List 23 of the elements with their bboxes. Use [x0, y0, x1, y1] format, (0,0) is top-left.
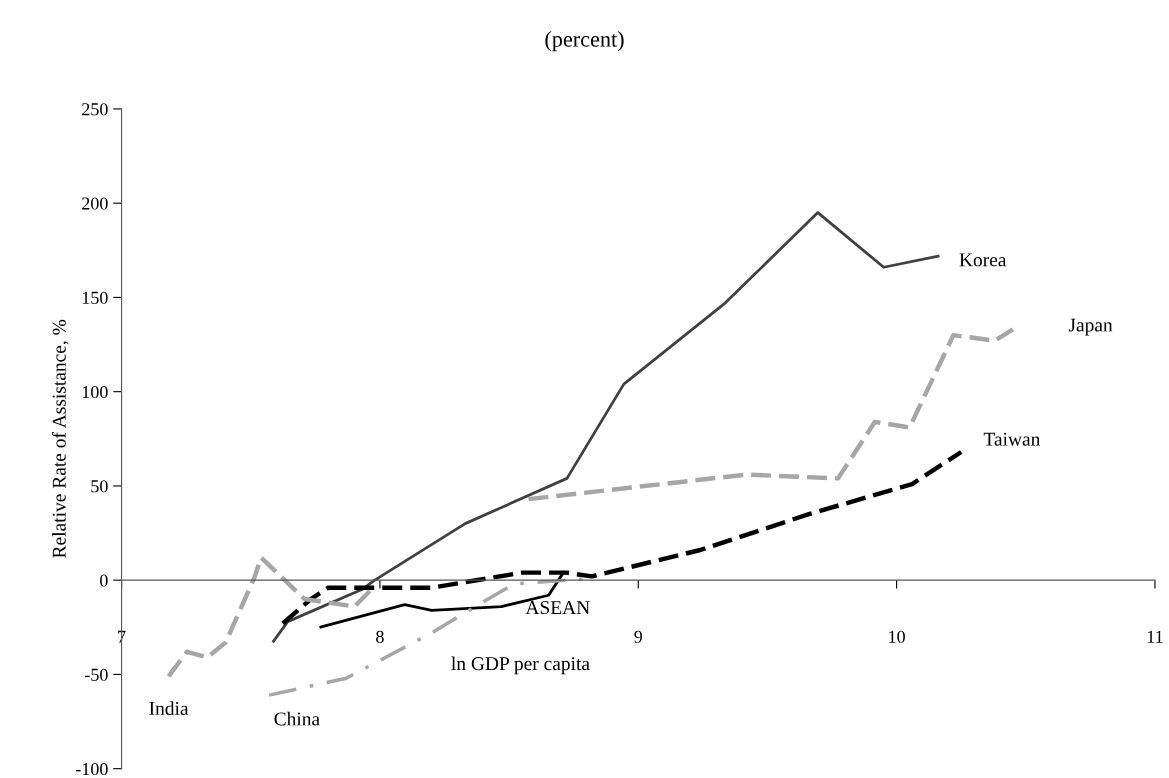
chart-title: (percent)	[545, 31, 624, 52]
x-axis-title: ln GDP per capita	[451, 656, 590, 675]
y-tick-label: 100	[82, 385, 108, 399]
y-tick-label: 50	[91, 480, 108, 493]
text: Japan	[1068, 318, 1113, 336]
x-tick-label: 11	[1147, 630, 1163, 643]
series-label: India	[149, 701, 189, 715]
series-label: ASEAN	[525, 601, 590, 615]
y-tick-label: 250	[82, 103, 108, 116]
y-tick-label: 200	[82, 197, 108, 210]
y-tick-label: -100	[75, 762, 108, 776]
series-label: China	[274, 711, 320, 726]
series-label: Korea	[959, 253, 1007, 267]
x-tick-label: 9	[634, 630, 643, 643]
x-tick-label: 8	[376, 630, 384, 643]
y-tick-label: 0	[100, 574, 108, 587]
line-series	[280, 449, 964, 626]
x-tick-label: 10	[889, 630, 905, 643]
y-tick-label: -50	[84, 668, 108, 681]
series-label: Taiwan	[983, 432, 1041, 446]
y-axis-title: Relative Rate of Assistance, %	[51, 319, 69, 558]
line-series	[271, 211, 941, 644]
y-tick-label: 150	[82, 291, 108, 304]
